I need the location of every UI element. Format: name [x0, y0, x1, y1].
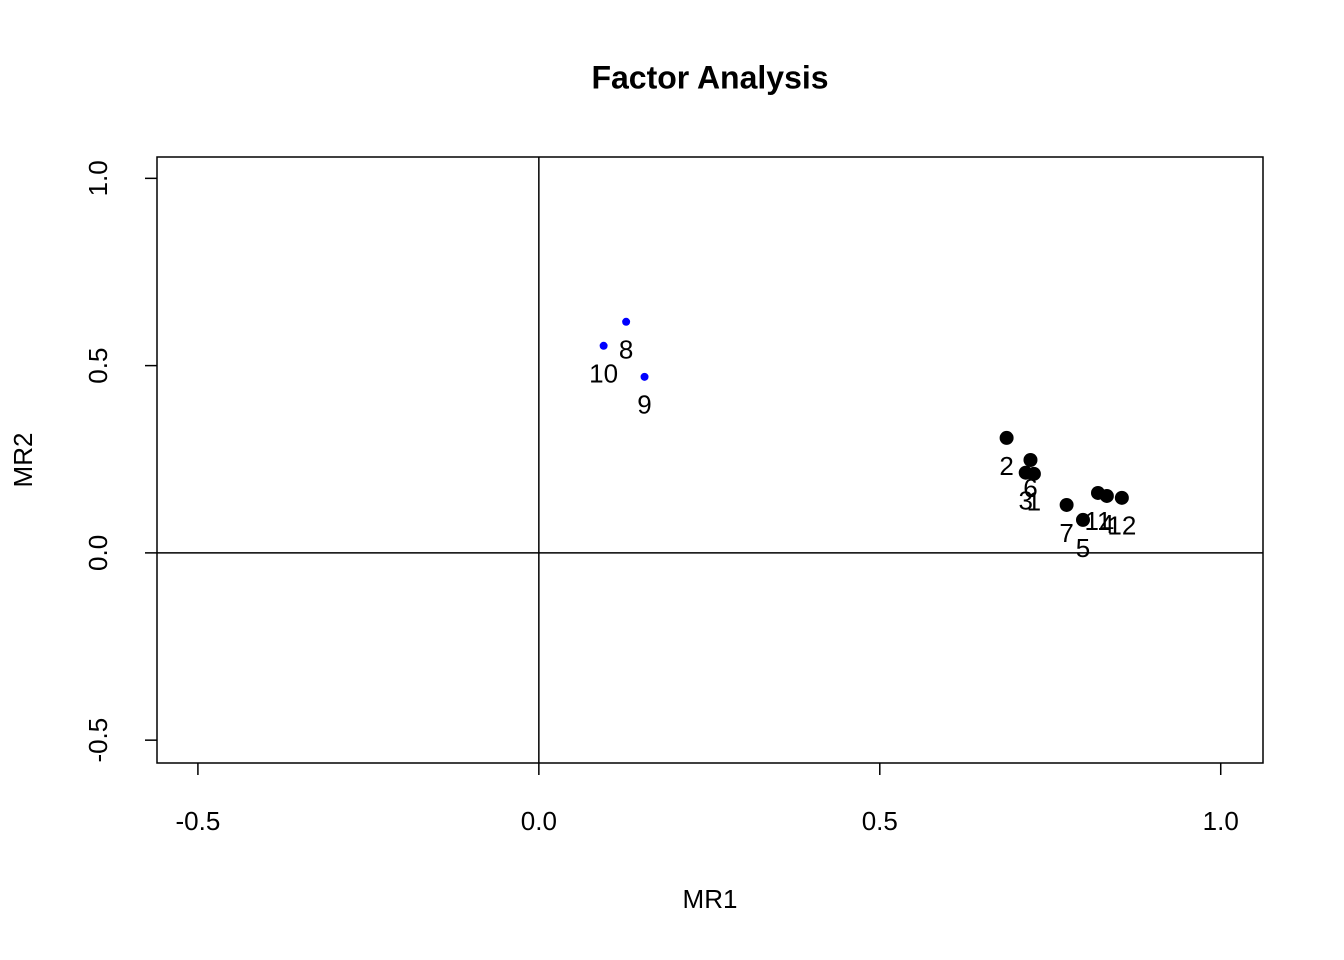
y-tick-label: 0.5 [83, 348, 113, 384]
x-tick-label: 0.5 [862, 806, 898, 836]
y-tick-label: 0.0 [83, 535, 113, 571]
point [1114, 490, 1129, 505]
point-label: 9 [637, 390, 651, 420]
point [1075, 512, 1090, 527]
point-label: 1 [1027, 487, 1041, 517]
point [640, 372, 649, 381]
point-label: 8 [619, 335, 633, 365]
y-tick-label: 1.0 [83, 160, 113, 196]
plot-frame [156, 156, 1264, 764]
y-axis-label: MR2 [8, 433, 38, 488]
y-tick-label: -0.5 [83, 718, 113, 763]
point [1018, 465, 1033, 480]
point-label: 3 [1018, 486, 1032, 516]
point-label: 5 [1076, 533, 1090, 563]
point-label: 11 [1084, 506, 1111, 536]
x-tick-label: 0.0 [521, 806, 557, 836]
point [622, 317, 631, 326]
x-tick-label: 1.0 [1203, 806, 1239, 836]
point-label: 7 [1059, 518, 1073, 548]
point-label: 4 [1100, 509, 1114, 539]
point [1023, 453, 1038, 467]
point-label: 6 [1023, 473, 1037, 503]
point [599, 341, 608, 350]
x-tick-label: -0.5 [176, 806, 221, 836]
x-axis-label: MR1 [683, 884, 738, 914]
point [1059, 497, 1074, 512]
point-label: 12 [1107, 511, 1136, 541]
chart-title: Factor Analysis [591, 59, 828, 95]
point-label: 2 [999, 451, 1013, 481]
point-label: 10 [589, 359, 618, 389]
point [1090, 485, 1105, 500]
point [999, 430, 1014, 445]
